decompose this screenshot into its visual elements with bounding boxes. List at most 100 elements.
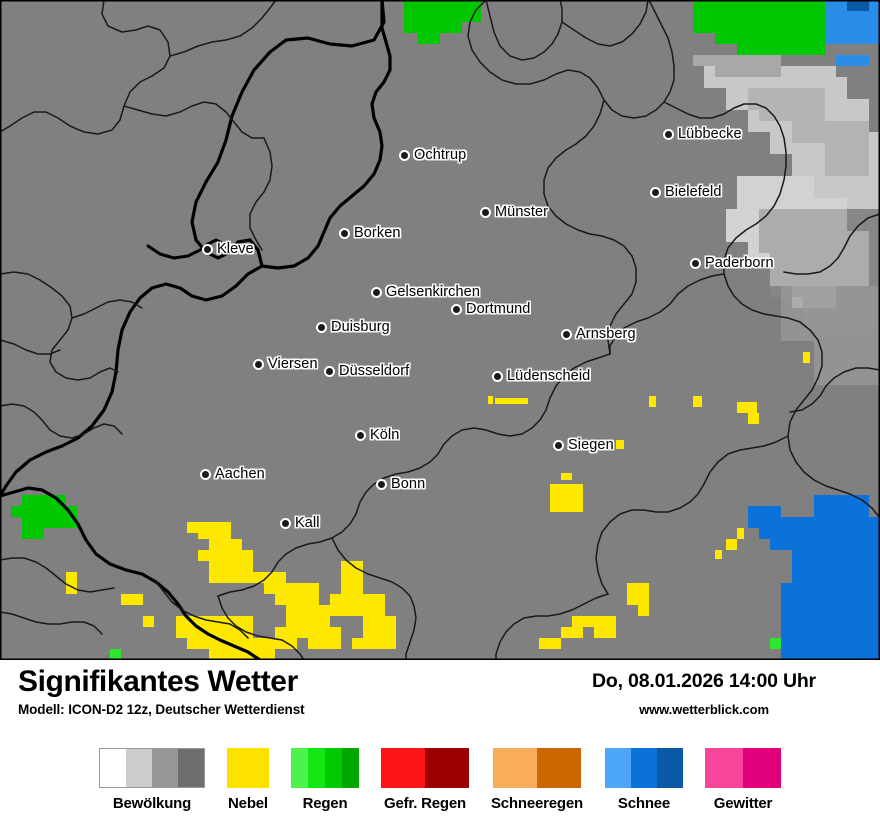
city-label: Lübbecke [678, 126, 742, 142]
freezing-rain-swatch [380, 748, 469, 788]
city-marker[interactable]: Duisburg [316, 319, 390, 335]
legend-color-chip [290, 748, 308, 788]
city-marker[interactable]: Viersen [253, 356, 318, 372]
snow-swatch [605, 748, 683, 788]
city-dot-icon [316, 321, 327, 333]
legend-item: Gefr. Regen [380, 748, 469, 812]
city-label: Ochtrup [414, 147, 467, 163]
legend-color-chip [705, 748, 743, 788]
footer-panel: Signifikantes Wetter Modell: ICON-D2 12z… [0, 660, 880, 830]
legend: Bewölkung Nebel Regen Gefr. Regen Schneerege… [0, 748, 880, 812]
city-dot-icon [324, 365, 335, 377]
city-marker[interactable]: Borken [339, 225, 401, 241]
city-marker[interactable]: Köln [355, 427, 399, 443]
city-marker[interactable]: Gelsenkirchen [371, 284, 480, 300]
city-marker[interactable]: Kleve [202, 241, 254, 257]
cloud-cover-swatch [98, 748, 205, 788]
city-marker[interactable]: Münster [480, 204, 548, 220]
city-label: Bielefeld [665, 184, 722, 200]
legend-label: Regen [302, 795, 348, 812]
legend-color-chip [99, 749, 126, 787]
city-label: Viersen [268, 356, 318, 372]
city-dot-icon [280, 517, 291, 529]
city-marker[interactable]: Siegen [553, 437, 614, 453]
city-marker[interactable]: Düsseldorf [324, 363, 409, 379]
city-label: Bonn [391, 476, 426, 492]
legend-color-chip [380, 748, 425, 788]
thunderstorm-swatch [705, 748, 781, 788]
legend-color-chip [424, 748, 469, 788]
city-marker[interactable]: Lübbecke [663, 126, 742, 142]
legend-color-chip [324, 748, 342, 788]
city-label: Gelsenkirchen [386, 284, 480, 300]
national-borders-layer [0, 0, 392, 660]
city-dot-icon [376, 478, 387, 490]
city-marker[interactable]: Kall [280, 515, 320, 531]
rain-swatch [290, 748, 359, 788]
city-marker[interactable]: Ochtrup [399, 147, 466, 163]
city-label: Duisburg [331, 319, 390, 335]
city-marker[interactable]: Lüdenscheid [492, 368, 590, 384]
city-marker[interactable]: Dortmund [451, 301, 530, 317]
title-block: Signifikantes Wetter Modell: ICON-D2 12z… [18, 666, 305, 717]
legend-color-chip [125, 749, 152, 787]
city-label: Kleve [217, 241, 254, 257]
city-label: Düsseldorf [339, 363, 410, 379]
legend-item: Gewitter [705, 748, 781, 812]
valid-datetime: Do, 08.01.2026 14:00 Uhr [592, 670, 816, 692]
legend-color-chip [605, 748, 631, 788]
city-dot-icon [371, 286, 382, 298]
footer-header: Signifikantes Wetter Modell: ICON-D2 12z… [0, 660, 880, 738]
city-label: Lüdenscheid [507, 368, 591, 384]
city-dot-icon [480, 206, 491, 218]
city-dot-icon [339, 227, 350, 239]
city-label: Köln [370, 427, 400, 443]
page-title: Signifikantes Wetter [18, 665, 298, 698]
legend-color-chip [631, 748, 657, 788]
city-marker[interactable]: Aachen [200, 466, 265, 482]
city-marker[interactable]: Bielefeld [650, 184, 722, 200]
legend-color-chip [226, 748, 269, 788]
city-marker[interactable]: Bonn [376, 476, 425, 492]
legend-item: Schnee [605, 748, 683, 812]
city-dot-icon [492, 370, 503, 382]
city-dot-icon [200, 468, 211, 480]
city-label: Dortmund [466, 301, 531, 317]
legend-color-chip [151, 749, 178, 787]
legend-item: Bewölkung [98, 748, 205, 812]
weather-map[interactable]: Lübbecke Ochtrup Bielefeld Münster Borken Kle… [0, 0, 880, 660]
city-label: Kall [295, 515, 320, 531]
city-label: Paderborn [705, 255, 774, 271]
city-label: Siegen [568, 437, 614, 453]
legend-label: Schneeregen [490, 795, 583, 812]
city-label: Münster [495, 204, 549, 220]
fog-layer [66, 352, 810, 660]
legend-item: Regen [290, 748, 359, 812]
city-dot-icon [451, 303, 462, 315]
cloud-cover-layer [440, 0, 880, 385]
legend-color-chip [536, 748, 581, 788]
legend-color-chip [657, 748, 683, 788]
city-label: Borken [354, 225, 401, 241]
legend-label: Bewölkung [112, 795, 192, 812]
legend-item: Schneeregen [491, 748, 583, 812]
map-canvas [0, 0, 880, 660]
legend-item: Nebel [226, 748, 269, 812]
city-label: Aachen [215, 466, 265, 482]
legend-color-chip [341, 748, 359, 788]
website-url: www.wetterblick.com [639, 702, 769, 717]
city-dot-icon [663, 128, 674, 140]
fog-swatch [226, 748, 269, 788]
district-borders-layer [0, 0, 880, 660]
city-dot-icon [650, 186, 661, 198]
city-dot-icon [690, 257, 701, 269]
city-marker[interactable]: Paderborn [690, 255, 774, 271]
city-marker[interactable]: Arnsberg [561, 326, 636, 342]
legend-color-chip [307, 748, 325, 788]
legend-color-chip [177, 749, 204, 787]
model-subtitle: Modell: ICON-D2 12z, Deutscher Wetterdie… [18, 701, 305, 717]
city-dot-icon [202, 243, 213, 255]
meta-block: Do, 08.01.2026 14:00 Uhr www.wetterblick… [544, 670, 864, 717]
legend-label: Nebel [228, 795, 268, 812]
